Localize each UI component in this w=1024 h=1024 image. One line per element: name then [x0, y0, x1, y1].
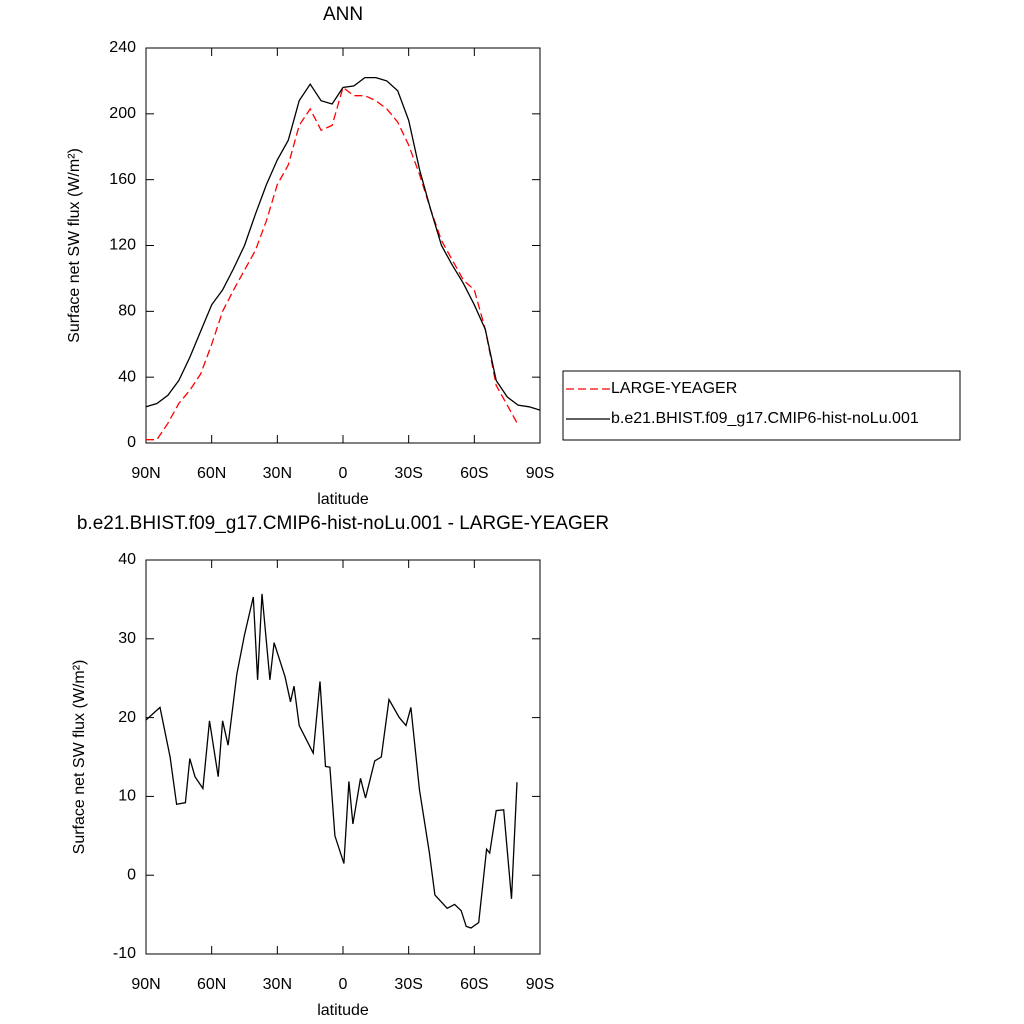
x-axis-label: latitude — [317, 491, 369, 508]
y-tick-label: 240 — [109, 39, 136, 56]
y-tick-label: 160 — [109, 171, 136, 188]
legend-label: b.e21.BHIST.f09_g17.CMIP6-hist-noLu.001 — [611, 410, 919, 427]
y-axis-label: Surface net SW flux (W/m²) — [66, 148, 83, 343]
x-tick-label: 0 — [339, 465, 348, 482]
y-tick-label: 10 — [118, 788, 136, 805]
x-tick-label: 30N — [263, 976, 292, 993]
x-tick-label: 90S — [526, 976, 554, 993]
x-tick-label: 90S — [526, 465, 554, 482]
y-tick-label: 30 — [118, 630, 136, 647]
y-axis-label: Surface net SW flux (W/m²) — [71, 660, 88, 855]
y-tick-label: 40 — [118, 551, 136, 568]
y-tick-label: 0 — [127, 434, 136, 451]
y-tick-label: 120 — [109, 237, 136, 254]
data-line — [146, 86, 519, 441]
data-line — [145, 593, 518, 929]
x-tick-label: 0 — [339, 976, 348, 993]
x-tick-label: 90N — [131, 976, 160, 993]
y-tick-label: 200 — [109, 105, 136, 122]
y-tick-label: 0 — [127, 866, 136, 883]
x-tick-label: 60N — [197, 976, 226, 993]
x-tick-label: 60S — [460, 465, 488, 482]
y-tick-label: 40 — [118, 368, 136, 385]
x-tick-label: 30N — [263, 465, 292, 482]
data-line — [145, 76, 541, 411]
x-axis-label: latitude — [317, 1002, 369, 1019]
x-tick-label: 30S — [394, 465, 422, 482]
y-tick-label: 20 — [118, 709, 136, 726]
plot-frame — [145, 47, 541, 444]
chart-title: b.e21.BHIST.f09_g17.CMIP6-hist-noLu.001 … — [77, 513, 609, 534]
y-tick-label: 80 — [118, 303, 136, 320]
x-tick-label: 60S — [460, 976, 488, 993]
x-tick-label: 60N — [197, 465, 226, 482]
x-tick-label: 30S — [394, 976, 422, 993]
legend-box — [562, 370, 961, 441]
chart-title: ANN — [323, 4, 363, 25]
plot-frame — [145, 559, 541, 955]
legend-label: LARGE-YEAGER — [611, 380, 737, 397]
x-tick-label: 90N — [131, 465, 160, 482]
y-tick-label: -10 — [113, 945, 136, 962]
